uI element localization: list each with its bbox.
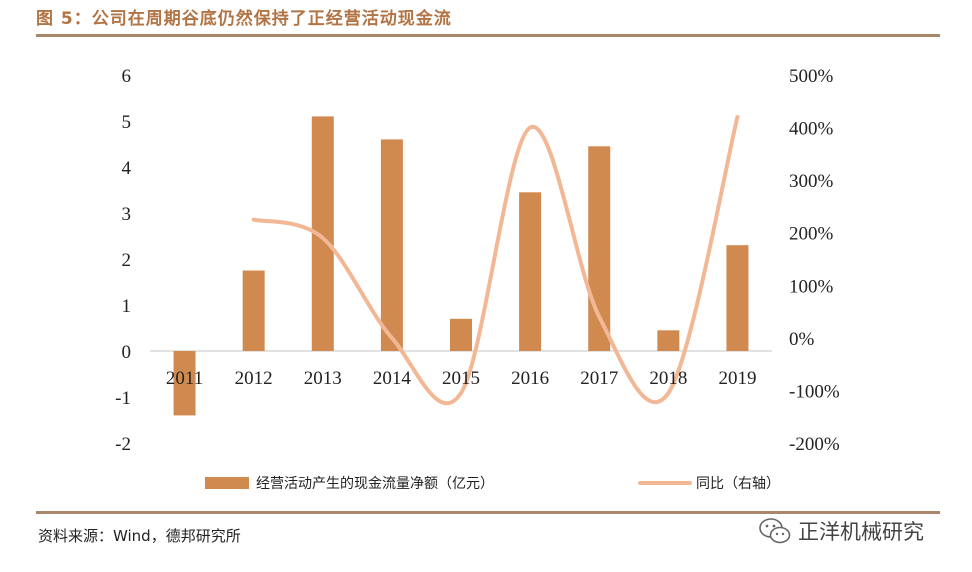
right-tick-label: 400% xyxy=(789,119,834,140)
right-axis: -200% -100% 0% 100% 200% 300% 400% 500% xyxy=(789,66,840,455)
wechat-icon xyxy=(759,518,791,544)
bar-series xyxy=(173,116,749,416)
bar-2015 xyxy=(450,318,472,351)
x-tick-label: 2015 xyxy=(442,368,480,389)
x-tick-label: 2018 xyxy=(649,368,687,389)
right-tick-label: 500% xyxy=(789,66,834,87)
right-tick-label: 100% xyxy=(789,276,834,297)
left-tick-label: 3 xyxy=(122,204,132,225)
x-tick-label: 2016 xyxy=(511,368,549,389)
left-tick-label: 5 xyxy=(122,112,132,133)
legend-line-label: 同比（右轴） xyxy=(696,476,780,492)
left-tick-label: 2 xyxy=(122,250,132,271)
top-rule xyxy=(36,34,940,37)
bar-2012 xyxy=(242,270,265,351)
left-tick-label: -2 xyxy=(115,434,131,455)
bar-2011 xyxy=(173,351,196,416)
left-tick-label: 0 xyxy=(122,342,132,363)
x-tick-label: 2013 xyxy=(304,368,342,389)
x-tick-label: 2019 xyxy=(718,368,756,389)
watermark: 正洋机械研究 xyxy=(758,514,924,548)
left-tick-label: 6 xyxy=(122,66,132,87)
bottom-rule xyxy=(36,511,940,514)
left-axis: -2 -1 0 1 2 3 4 5 6 xyxy=(115,66,131,455)
chart-title: 图 5：公司在周期谷底仍然保持了正经营活动现金流 xyxy=(36,9,452,29)
left-tick-label: 4 xyxy=(122,158,132,179)
x-tick-label: 2012 xyxy=(235,368,273,389)
bar-2018 xyxy=(657,330,680,351)
left-tick-label: 1 xyxy=(122,296,132,317)
legend: 经营活动产生的现金流量净额（亿元） 同比（右轴） xyxy=(205,476,780,492)
source-note: 资料来源：Wind，德邦研究所 xyxy=(38,527,241,545)
bar-2019 xyxy=(726,245,749,351)
right-tick-label: 0% xyxy=(789,329,815,350)
x-axis-labels: 2011 2012 2013 2014 2015 2016 2017 2018 2019 xyxy=(166,368,757,389)
bar-2013 xyxy=(311,116,334,352)
yoy-line xyxy=(251,115,740,406)
legend-bar-swatch xyxy=(205,477,249,489)
watermark-text: 正洋机械研究 xyxy=(798,520,924,544)
right-tick-label: 200% xyxy=(789,224,834,245)
x-tick-label: 2011 xyxy=(166,368,203,389)
left-tick-label: -1 xyxy=(115,388,131,409)
right-tick-label: -100% xyxy=(789,381,840,402)
right-tick-label: -200% xyxy=(789,434,840,455)
bar-2016 xyxy=(519,192,542,351)
right-tick-label: 300% xyxy=(789,171,834,192)
bar-2014 xyxy=(380,139,403,351)
x-tick-label: 2017 xyxy=(580,368,618,389)
legend-bar-label: 经营活动产生的现金流量净额（亿元） xyxy=(256,476,494,492)
x-tick-label: 2014 xyxy=(373,368,412,389)
